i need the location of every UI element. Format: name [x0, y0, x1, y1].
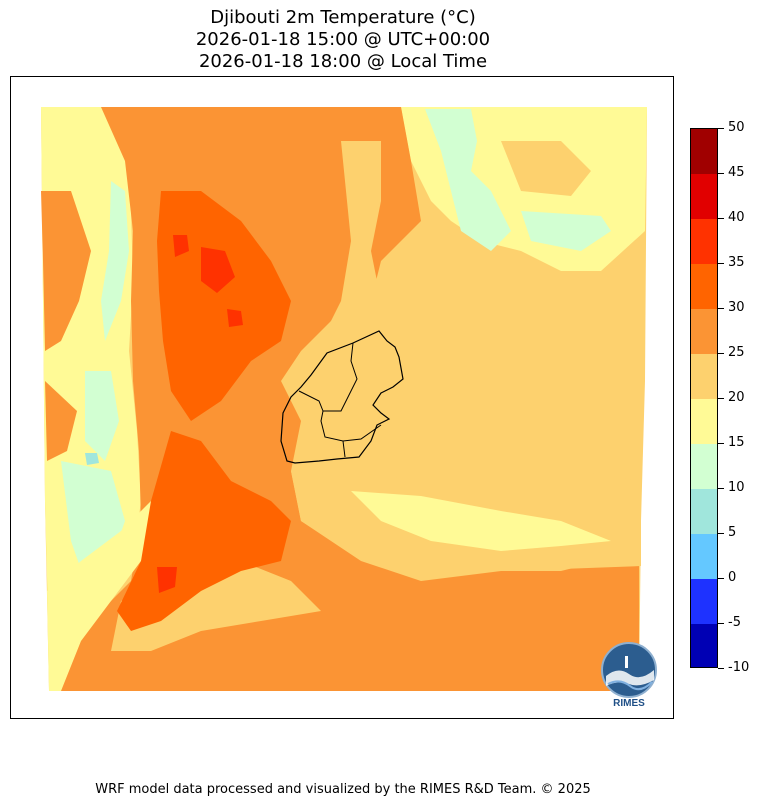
logo-text: RIMES — [613, 698, 645, 709]
djibouti-border — [280, 330, 404, 464]
colorbar-tick — [718, 488, 724, 489]
region-35-40-spot-c — [227, 309, 243, 327]
colorbar-tick — [718, 173, 724, 174]
region-20-25-ne-patch — [501, 141, 591, 196]
region-35-40-spot-a — [173, 235, 189, 257]
djibouti-internal-border-c — [342, 440, 346, 458]
map-frame — [10, 76, 674, 719]
colorbar-segment — [691, 489, 717, 534]
djibouti-internal-border-b — [298, 390, 324, 412]
region-25-30-far-west — [41, 191, 91, 351]
colorbar-segment — [691, 579, 717, 624]
region-10-15-northeast-b — [521, 211, 611, 251]
colorbar-tick — [718, 443, 724, 444]
colorbar-tick-label: 20 — [728, 390, 745, 405]
footer-credit: WRF model data processed and visualized … — [95, 782, 591, 797]
colorbar-tick — [718, 668, 724, 669]
colorbar-tick-label: 0 — [728, 570, 737, 585]
colorbar-segment — [691, 219, 717, 264]
region-10-15-west-a — [101, 181, 129, 341]
region-15-20-south-band — [351, 491, 611, 551]
colorbar-segment — [691, 129, 717, 174]
colorbar-segment — [691, 444, 717, 489]
utc-time-label: 2026-01-18 15:00 @ UTC+00:00 — [195, 29, 491, 50]
colorbar-tick-label: 45 — [728, 165, 745, 180]
colorbar-segment — [691, 354, 717, 399]
region-10-15-northeast — [425, 109, 511, 251]
colorbar-tick-label: 35 — [728, 255, 745, 270]
colorbar-tick — [718, 128, 724, 129]
colorbar-tick-label: 15 — [728, 435, 745, 450]
region-20-25-central-tongue — [297, 141, 381, 401]
region-15-20-southwest-band — [47, 501, 161, 691]
colorbar-tick — [718, 623, 724, 624]
colorbar-tick-label: -5 — [728, 615, 741, 630]
colorbar-segment — [691, 534, 717, 579]
colorbar-segment — [691, 624, 717, 667]
temperature-colorbar — [690, 128, 718, 668]
region-35-40-spot-b — [201, 247, 235, 293]
rimes-logo: RIMES — [601, 642, 657, 709]
colorbar-tick-label: 5 — [728, 525, 737, 540]
colorbar-tick — [718, 398, 724, 399]
colorbar-tick-label: 25 — [728, 345, 745, 360]
colorbar-tick-label: 50 — [728, 120, 745, 135]
colorbar-tick — [718, 218, 724, 219]
region-5-10-west — [85, 453, 99, 465]
colorbar-segment — [691, 399, 717, 444]
region-35-40-spot-d — [157, 567, 177, 593]
colorbar-tick — [718, 353, 724, 354]
colorbar-segment — [691, 264, 717, 309]
temperature-map — [41, 107, 647, 691]
chart-title: Djibouti 2m Temperature (°C) — [210, 7, 476, 28]
colorbar-tick-label: 30 — [728, 300, 745, 315]
local-time-label: 2026-01-18 18:00 @ Local Time — [198, 51, 488, 72]
region-25-30-far-west-b — [45, 381, 77, 461]
colorbar-tick-label: 40 — [728, 210, 745, 225]
colorbar-tick-label: 10 — [728, 480, 745, 495]
colorbar-tick — [718, 308, 724, 309]
colorbar-tick — [718, 263, 724, 264]
colorbar-tick — [718, 578, 724, 579]
region-10-15-west-b — [85, 371, 119, 461]
region-30-35-north — [157, 191, 291, 421]
colorbar-segment — [691, 174, 717, 219]
colorbar-tick-label: -10 — [728, 660, 750, 675]
colorbar-tick — [718, 533, 724, 534]
colorbar-segment — [691, 309, 717, 354]
